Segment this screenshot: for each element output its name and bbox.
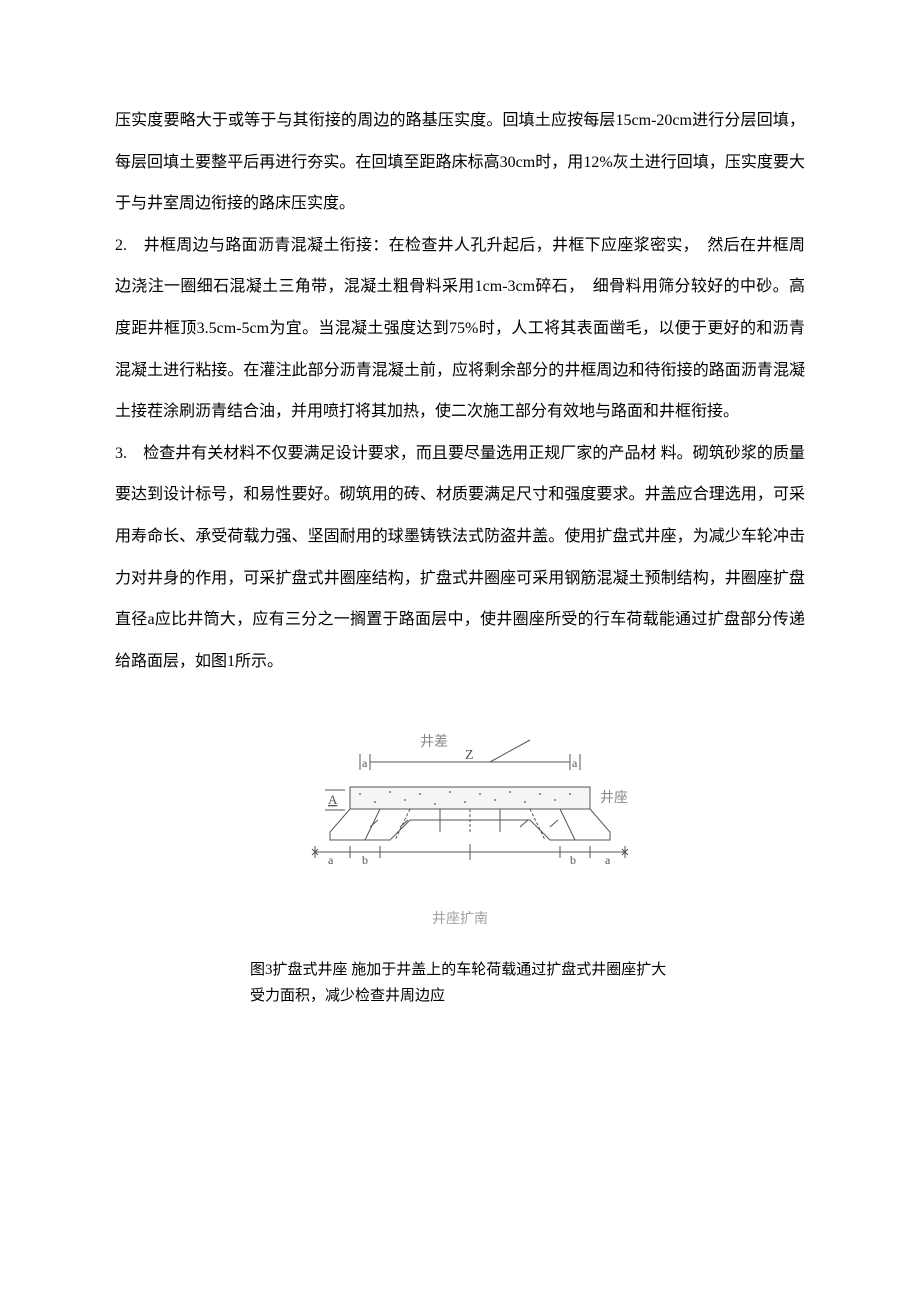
label-top: 井差 <box>420 734 448 750</box>
dim-a-bl: a <box>328 853 334 867</box>
figure-caption: 图3扩盘式井座 施加于井盖上的车轮荷载通过扩盘式井圈座扩大受力面积，减少检查井周… <box>250 958 670 1009</box>
dim-a-br: a <box>605 853 611 867</box>
dim-z: Z <box>465 748 474 763</box>
dim-A: A <box>328 792 338 807</box>
paragraph-1: 压实度要略大于或等于与其衔接的周边的路基压实度。回填土应按每层15cm-20cm… <box>115 100 805 225</box>
paragraph-3: 3. 检查井有关材料不仅要满足设计要求，而且要尽量选用正规厂家的产品材 料。砌筑… <box>115 433 805 683</box>
dim-b-l: b <box>362 853 368 867</box>
dim-b-r: b <box>570 853 576 867</box>
dim-a-left: a <box>362 756 368 770</box>
label-right: 井座 <box>600 790 628 806</box>
figure-diagram: 井差 a Z a A <box>270 732 650 902</box>
paragraph-2: 2. 井框周边与路面沥青混凝土衔接：在检查井人孔升起后，井框下应座浆密实， 然后… <box>115 225 805 433</box>
figure-bottom-label: 井座扩南 <box>115 908 805 928</box>
figure-block: 井差 a Z a A <box>115 732 805 1009</box>
dim-a-right: a <box>572 756 578 770</box>
document-page: 压实度要略大于或等于与其衔接的周边的路基压实度。回填土应按每层15cm-20cm… <box>0 0 920 1069</box>
